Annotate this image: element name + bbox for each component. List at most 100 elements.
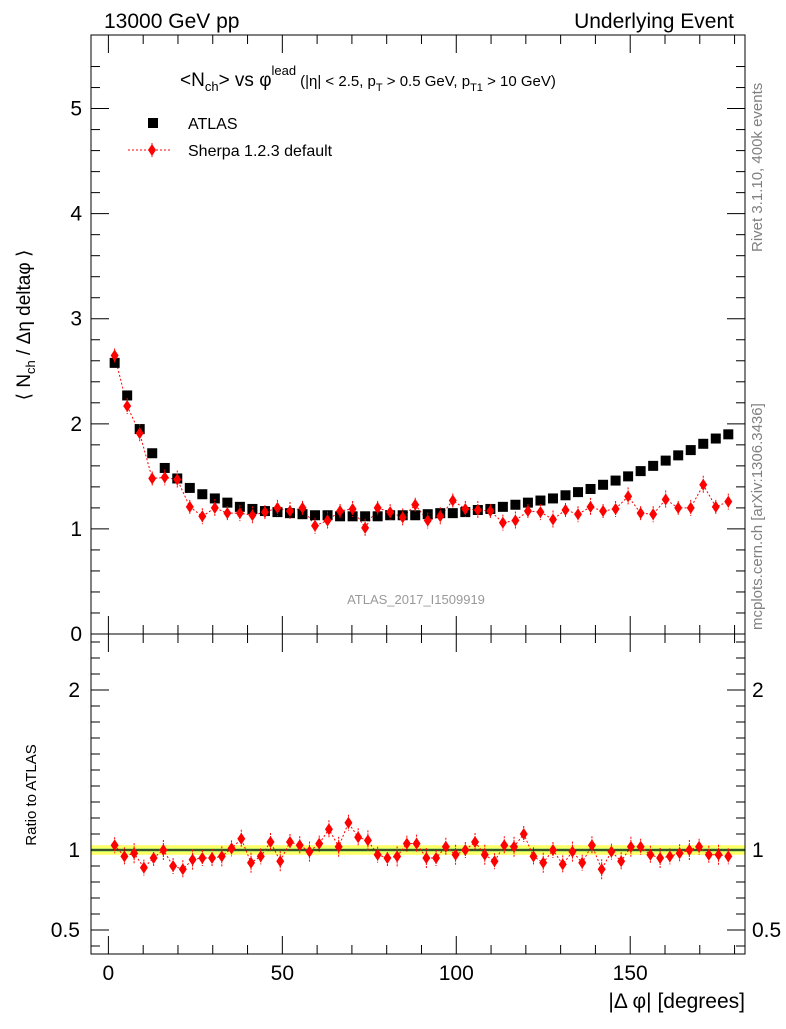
- ratio-mc-point: [665, 850, 674, 863]
- legend-atlas-marker: [148, 118, 158, 128]
- ratio-mc-point: [636, 840, 645, 853]
- mc-point: [273, 501, 282, 514]
- main-y-tick-label: 5: [70, 98, 82, 121]
- mc-point: [336, 505, 345, 518]
- ratio-mc-point: [471, 836, 480, 848]
- mc-point: [636, 507, 645, 520]
- ratio-mc-point: [597, 863, 606, 876]
- atlas-point: [635, 466, 646, 477]
- ratio-mc-point: [266, 836, 275, 848]
- ratio-frame: [90, 633, 746, 955]
- atlas-point: [573, 487, 584, 498]
- ratio-mc-point: [354, 831, 363, 844]
- mc-point: [185, 500, 194, 513]
- atlas-point: [698, 438, 709, 449]
- atlas-point: [410, 510, 421, 521]
- mc-point: [223, 507, 232, 520]
- ratio-mc-point: [548, 844, 557, 856]
- mc-point: [248, 509, 257, 522]
- atlas-point: [447, 508, 458, 519]
- mc-point: [548, 513, 557, 526]
- rivet-label: Rivet 3.1.10, 400k events: [749, 83, 766, 252]
- mcplots-label: mcplots.cern.ch [arXiv:1306.3436]: [749, 403, 766, 630]
- title-cuts-c: > 10 GeV): [483, 73, 556, 90]
- ratio-mc-point: [188, 853, 197, 866]
- atlas-point: [122, 390, 133, 401]
- main-y-tick-label: 4: [70, 203, 82, 226]
- ratio-ylabel: Ratio to ATLAS: [23, 744, 40, 845]
- ratio-mc-point: [295, 839, 304, 852]
- mc-line: [114, 355, 729, 529]
- atlas-point: [535, 495, 546, 506]
- atlas-point: [372, 511, 383, 522]
- mc-point: [511, 514, 520, 527]
- main-y-tick-label: 2: [70, 413, 82, 436]
- ratio-mc-point: [334, 840, 343, 853]
- mc-point: [148, 472, 157, 485]
- main-ylabel-post: / Δη deltaφ ⟩: [14, 250, 35, 361]
- mc-point: [235, 507, 244, 520]
- title-cuts-sub2: T1: [470, 82, 483, 94]
- ratio-mc-point: [130, 847, 139, 860]
- mc-point: [498, 516, 507, 529]
- legend-atlas-label: ATLAS: [188, 116, 238, 133]
- mc-point: [436, 510, 445, 523]
- ratio-mc-point: [441, 840, 450, 853]
- x-tick-label: 50: [271, 962, 294, 985]
- ratio-mc-point: [363, 834, 372, 847]
- ratio-panel: 0 50 100 150 0.5 0.5 1 1 2 2: [51, 633, 781, 985]
- mc-point: [110, 349, 119, 362]
- mc-point: [724, 495, 733, 508]
- ratio-mc-point: [412, 837, 421, 850]
- ratio-mc-point: [675, 847, 684, 860]
- atlas-point: [209, 493, 220, 504]
- ratio-mc-point: [373, 848, 382, 861]
- ratio-mc-point: [704, 848, 713, 861]
- title-cuts-sub1: T: [376, 82, 383, 94]
- main-panel: 0 1 2 3 4 5: [70, 34, 746, 646]
- ratio-mc-point: [169, 860, 178, 872]
- mc-point: [135, 427, 144, 440]
- ratio-mc-point: [402, 837, 411, 850]
- ratio-mc-point: [227, 842, 236, 855]
- ratio-mc-point: [149, 852, 158, 864]
- ratio-mc-point: [305, 845, 314, 858]
- main-ylabel-pre: ⟨ N: [14, 374, 35, 400]
- mc-point: [523, 505, 532, 518]
- ratio-mc-point: [539, 856, 548, 869]
- ratio-mc-point: [519, 828, 528, 840]
- atlas-point: [547, 493, 558, 504]
- ratio-mc-point: [510, 840, 519, 853]
- ratio-mc-point: [110, 839, 119, 852]
- header-right: Underlying Event: [574, 10, 734, 33]
- x-tick-label: 100: [439, 962, 474, 985]
- analysis-watermark: ATLAS_2017_I1509919: [347, 592, 485, 607]
- ratio-mc-point: [432, 852, 441, 864]
- ratio-mc-point: [646, 848, 655, 861]
- mc-point: [686, 501, 695, 514]
- ratio-mc-point: [724, 850, 733, 863]
- mc-point: [398, 511, 407, 524]
- mc-point: [561, 503, 570, 516]
- ratio-y-tick-label-right: 0.5: [752, 919, 781, 942]
- ratio-mc-point: [276, 855, 285, 868]
- ratio-mc-point: [461, 844, 470, 856]
- atlas-point: [222, 497, 233, 508]
- mc-point: [699, 478, 708, 491]
- title-cuts-a: (|η| < 2.5, p: [300, 73, 376, 90]
- mc-point: [285, 505, 294, 518]
- atlas-point: [360, 511, 371, 522]
- ratio-mc-point: [568, 845, 577, 858]
- atlas-point: [560, 490, 571, 501]
- mc-point: [423, 514, 432, 527]
- mc-point: [210, 501, 219, 514]
- mc-point: [311, 519, 320, 532]
- atlas-point: [623, 471, 634, 482]
- mc-point: [361, 521, 370, 534]
- ratio-mc-point: [324, 823, 333, 836]
- plot-title: <Nch> vs φlead(|η| < 2.5, pT > 0.5 GeV, …: [180, 63, 556, 94]
- atlas-point: [723, 429, 734, 440]
- ratio-mc-point: [198, 852, 207, 864]
- mc-point: [661, 493, 670, 506]
- atlas-point: [610, 475, 621, 486]
